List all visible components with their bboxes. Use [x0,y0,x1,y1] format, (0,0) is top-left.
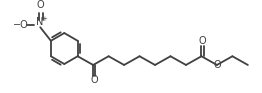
Text: N: N [36,17,43,27]
Text: O: O [199,36,206,46]
Text: O: O [90,75,98,85]
Text: O: O [213,60,221,70]
Text: +: + [42,16,47,22]
Text: O: O [37,0,45,11]
Text: −O: −O [13,20,29,30]
